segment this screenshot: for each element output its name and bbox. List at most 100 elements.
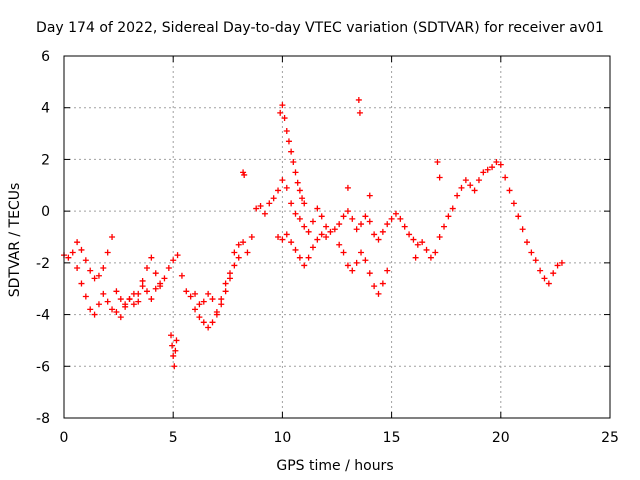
data-point (192, 306, 199, 313)
data-point (467, 182, 474, 189)
data-point (301, 262, 308, 269)
data-point (277, 109, 284, 116)
data-point (314, 205, 321, 212)
data-point (323, 223, 330, 230)
data-point (288, 200, 295, 207)
data-point (314, 236, 321, 243)
data-point (423, 246, 430, 253)
data-point (261, 210, 268, 217)
data-point (532, 257, 539, 264)
data-point (524, 239, 531, 246)
data-point (253, 205, 260, 212)
data-point (362, 257, 369, 264)
data-point (196, 301, 203, 308)
data-point (104, 249, 111, 256)
data-point (379, 280, 386, 287)
data-point (349, 215, 356, 222)
data-point (279, 177, 286, 184)
data-point (78, 280, 85, 287)
data-point (283, 231, 290, 238)
data-point (292, 246, 299, 253)
data-point (305, 228, 312, 235)
data-point (554, 262, 561, 269)
data-point (449, 205, 456, 212)
data-point (340, 249, 347, 256)
data-point (344, 262, 351, 269)
data-point (157, 280, 164, 287)
data-point (173, 337, 180, 344)
data-point (296, 254, 303, 261)
data-point (558, 259, 565, 266)
data-point (113, 288, 120, 295)
data-point (279, 236, 286, 243)
data-point (78, 246, 85, 253)
data-point (122, 303, 129, 310)
data-point (436, 174, 443, 181)
data-point (427, 254, 434, 261)
data-point (401, 223, 408, 230)
data-point (231, 249, 238, 256)
data-point (200, 319, 207, 326)
data-point (196, 314, 203, 321)
data-point (226, 270, 233, 277)
data-point (353, 226, 360, 233)
data-point (436, 234, 443, 240)
data-point (294, 179, 301, 186)
data-point (497, 161, 504, 168)
data-point (91, 311, 98, 318)
data-point (109, 234, 116, 240)
y-tick-label: -6 (36, 359, 50, 375)
axis-ticks: 0 5 10 15 20 25 -8 -6 -4 -2 0 2 4 6 (36, 49, 619, 446)
data-point (170, 352, 177, 359)
data-point (412, 254, 419, 261)
data-point (169, 342, 176, 349)
data-point (414, 241, 421, 248)
data-point (480, 169, 487, 176)
x-tick-label: 25 (601, 430, 619, 446)
data-point (87, 306, 94, 313)
x-axis-label: GPS time / hours (276, 458, 393, 474)
data-point (87, 267, 94, 274)
data-point (299, 195, 306, 202)
data-point (541, 275, 548, 282)
data-point (275, 234, 282, 240)
data-point (384, 267, 391, 274)
y-tick-label: 4 (41, 101, 50, 117)
data-point (309, 244, 316, 251)
data-point (200, 298, 207, 305)
data-point (454, 192, 461, 199)
data-point (117, 314, 124, 321)
data-point (65, 254, 72, 261)
data-point (148, 296, 155, 303)
data-point (356, 109, 363, 116)
data-point (148, 254, 155, 261)
data-point (371, 283, 378, 290)
data-point (296, 187, 303, 194)
data-point (171, 363, 178, 370)
plot-frame (63, 55, 611, 419)
data-point (95, 272, 102, 279)
data-point (432, 249, 439, 256)
data-point (419, 239, 426, 246)
data-point (74, 239, 81, 246)
data-point (270, 195, 277, 202)
x-tick-label: 5 (169, 430, 178, 446)
data-point (205, 290, 212, 297)
data-point (218, 296, 225, 303)
data-point (152, 285, 159, 292)
data-point (143, 288, 150, 295)
y-tick-label: -2 (36, 256, 50, 272)
data-point (100, 265, 107, 272)
data-point (266, 200, 273, 207)
data-point (285, 138, 292, 145)
data-points (61, 96, 565, 370)
data-point (371, 231, 378, 238)
data-point (241, 171, 248, 178)
data-point (292, 169, 299, 176)
data-point (366, 218, 373, 225)
data-point (100, 290, 107, 297)
data-point (279, 102, 286, 109)
data-point (550, 270, 557, 277)
data-point (309, 218, 316, 225)
